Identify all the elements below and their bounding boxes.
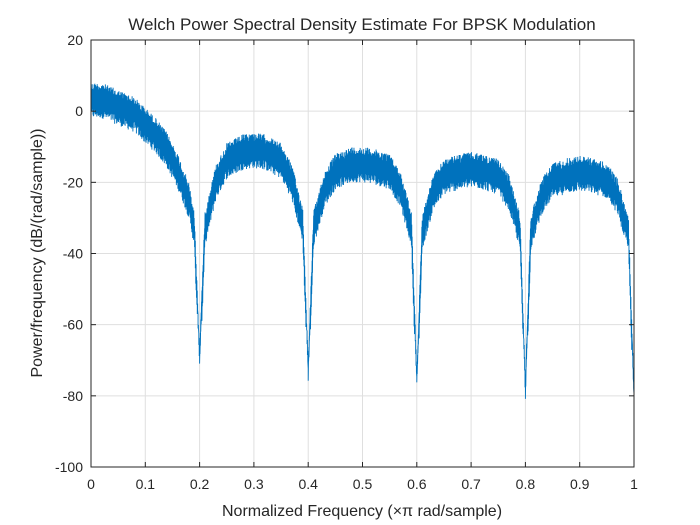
- axis-ticks: [90, 39, 635, 468]
- psd-line-layer: [90, 83, 635, 405]
- y-tick-label: -40: [63, 246, 83, 262]
- x-axis-label: Normalized Frequency (×π rad/sample): [222, 503, 502, 520]
- grid: [90, 39, 635, 468]
- x-tick-label: 1: [630, 476, 638, 492]
- y-tick-label: -80: [63, 388, 83, 404]
- x-tick-labels: 0 0.1 0.2 0.3 0.4 0.5 0.6 0.7 0.8 0.9 1: [87, 476, 638, 492]
- chart-title: Welch Power Spectral Density Estimate Fo…: [128, 15, 595, 34]
- x-tick-label: 0.7: [461, 476, 481, 492]
- x-tick-label: 0.1: [136, 476, 156, 492]
- x-tick-label: 0.2: [190, 476, 210, 492]
- y-tick-label: -20: [63, 174, 83, 190]
- y-tick-labels: -100 -80 -60 -40 -20 0 20: [55, 32, 83, 475]
- x-tick-label: 0.6: [407, 476, 427, 492]
- y-tick-label: -60: [63, 317, 83, 333]
- x-tick-label: 0.3: [244, 476, 264, 492]
- x-tick-label: 0.8: [516, 476, 536, 492]
- x-tick-label: 0.4: [298, 476, 318, 492]
- y-tick-label: 0: [75, 103, 83, 119]
- y-tick-label: -100: [55, 459, 83, 475]
- x-tick-label: 0.5: [353, 476, 373, 492]
- x-tick-label: 0.9: [570, 476, 590, 492]
- psd-series-line: [90, 83, 635, 405]
- y-axis-label: Power/frequency (dB/(rad/sample)): [29, 129, 46, 378]
- x-tick-label: 0: [87, 476, 95, 492]
- y-tick-label: 20: [67, 32, 83, 48]
